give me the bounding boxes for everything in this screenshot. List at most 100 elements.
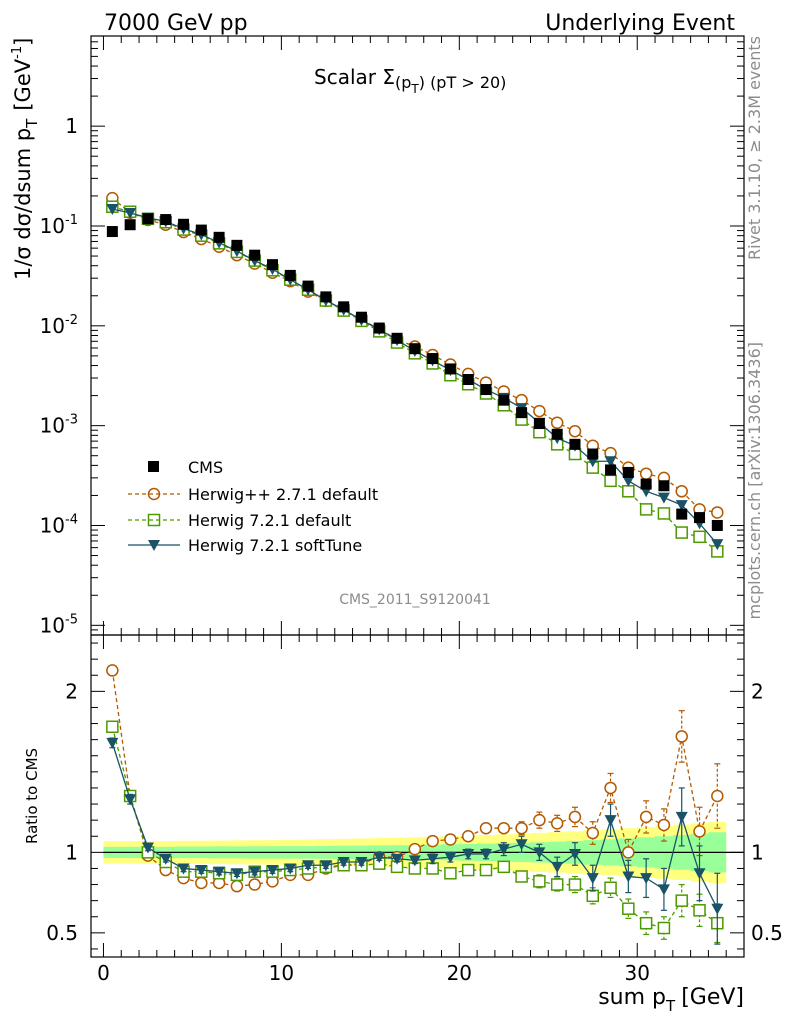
- ratio-point-herwig7-default: [693, 904, 706, 917]
- main-point-cms: [142, 213, 154, 225]
- ratio-point-herwigpp: [622, 846, 635, 859]
- ratio-y-tick-label-right: 2: [751, 679, 764, 703]
- ratio-point-herwig7-default: [586, 889, 600, 903]
- ratio-point-herwig7-default: [675, 894, 688, 907]
- ratio-point-herwigpp: [639, 810, 653, 824]
- ratio-point-herwigpp: [106, 664, 119, 677]
- main-point-cms: [533, 418, 545, 430]
- ratio-point-herwigpp: [711, 789, 724, 803]
- main-point-herwig7-default: [604, 474, 617, 488]
- ratio-point-herwig7-softtune: [551, 861, 564, 873]
- main-y-tick-exponent: -1: [65, 213, 78, 228]
- ratio-axes: 0.5 0.51 12 20 10 20 30: [46, 635, 783, 985]
- main-y-tick-label: 10-5: [40, 612, 78, 637]
- ratio-point-herwig7-default: [639, 916, 653, 930]
- ratio-point-herwig7-softtune: [373, 852, 386, 864]
- main-point-cms: [195, 224, 207, 236]
- ratio-point-herwig7-softtune: [586, 873, 599, 885]
- main-point-herwigpp: [550, 416, 564, 429]
- main-point-cms: [605, 464, 617, 476]
- main-point-cms: [160, 214, 172, 226]
- ratio-point-herwigpp: [693, 825, 706, 838]
- main-point-cms: [178, 218, 190, 230]
- legend-item-herwigpp: Herwig++ 2.7.1 default: [128, 485, 378, 504]
- title-p: (p: [395, 73, 411, 92]
- ylabel-sub: T: [23, 118, 41, 129]
- ratio-point-herwig7-softtune: [177, 863, 190, 875]
- x-tick-label: 30: [625, 961, 650, 985]
- main-point-cms: [462, 373, 474, 385]
- main-point-herwig7-default: [622, 485, 635, 498]
- legend-item-herwig7-softtune: Herwig 7.2.1 softTune: [128, 536, 362, 555]
- x-axis-label: sum pT [GeV]: [598, 985, 744, 1015]
- main-point-cms: [444, 363, 456, 375]
- main-point-cms: [355, 311, 367, 323]
- rivet-version-label: Rivet 3.1.10, ≥ 2.3M events: [745, 36, 764, 260]
- main-point-herwig7-default: [657, 507, 671, 520]
- main-point-herwigpp: [675, 485, 688, 498]
- ratio-point-herwig7-softtune: [657, 884, 670, 896]
- ratio-panel: 0.5 0.51 12 20 10 20 30 Ratio to CMS sum pT [Ge…: [23, 634, 783, 1015]
- legend-herwig7-softtune-label: Herwig 7.2.1 softTune: [188, 536, 362, 555]
- ratio-point-herwig7-softtune: [141, 842, 154, 854]
- x-tick-label: 0: [97, 961, 110, 985]
- ratio-point-herwig7-softtune: [533, 847, 546, 859]
- ratio-point-herwig7-default: [515, 870, 528, 883]
- main-point-cms: [106, 226, 118, 238]
- main-point-cms: [694, 512, 706, 524]
- main-point-cms: [569, 438, 581, 450]
- ratio-point-herwig7-default: [106, 720, 119, 734]
- ylabel-close: ]: [11, 38, 35, 46]
- main-y-tick-base: 10: [40, 314, 65, 338]
- main-point-herwig7-softtune: [106, 203, 119, 215]
- ratio-point-herwig7-softtune: [266, 865, 279, 877]
- main-point-herwig7-softtune: [675, 500, 688, 512]
- ratio-point-herwig7-default: [550, 878, 564, 891]
- ratio-y-tick-label: 2: [65, 679, 78, 703]
- legend-cms-label: CMS: [188, 458, 223, 477]
- ratio-point-herwig7-softtune: [106, 737, 119, 749]
- ratio-point-herwig7-softtune: [391, 853, 404, 865]
- ratio-y-tick-label-right: 1: [751, 840, 764, 864]
- main-point-herwig7-default: [675, 526, 688, 539]
- main-point-cms: [284, 269, 296, 281]
- main-y-axis-label: 1/σ dσ/dsum pT [GeV-1]: [10, 38, 41, 280]
- ratio-point-herwigpp: [533, 813, 546, 827]
- main-y-axis: 10-510-410-310-210-11: [40, 35, 744, 637]
- xlabel-unit: [GeV]: [681, 985, 744, 1010]
- main-point-cms: [622, 466, 634, 478]
- main-y-tick-label: 10-1: [40, 213, 78, 238]
- legend-item-cms: CMS: [148, 458, 223, 477]
- ratio-point-herwigpp: [550, 817, 564, 830]
- main-y-tick-base: 10: [40, 414, 65, 438]
- title-main: Scalar Σ: [314, 65, 395, 89]
- main-point-cms: [302, 280, 314, 292]
- main-y-tick-exponent: -4: [65, 512, 78, 527]
- main-point-herwig7-softtune: [711, 539, 724, 551]
- main-point-herwig7-softtune: [124, 207, 137, 219]
- ratio-point-herwig7-softtune: [480, 848, 493, 860]
- legend-herwigpp-label: Herwig++ 2.7.1 default: [188, 485, 378, 504]
- ratio-y-tick-label: 0.5: [46, 921, 78, 945]
- main-y-tick-label: 10-3: [40, 413, 78, 438]
- main-point-herwigpp: [533, 404, 546, 418]
- main-point-cms: [391, 332, 403, 344]
- main-y-tick-label: 10-4: [40, 512, 78, 537]
- ratio-point-herwigpp: [230, 879, 244, 893]
- main-y-tick-exponent: -3: [65, 413, 78, 428]
- analysis-watermark: CMS_2011_S9120041: [339, 592, 491, 608]
- ylabel-unit: [GeV: [11, 58, 35, 110]
- ratio-point-herwigpp: [568, 810, 582, 824]
- ratio-point-herwig7-softtune: [622, 871, 635, 883]
- ratio-point-herwig7-default: [568, 878, 582, 891]
- ratio-y-tick-label-right: 0.5: [751, 921, 783, 945]
- legend-item-herwig7-default: Herwig 7.2.1 default: [128, 511, 351, 530]
- ratio-point-herwig7-softtune: [319, 860, 332, 872]
- ratio-point-herwigpp: [497, 821, 511, 835]
- legend-cms-marker: [148, 461, 159, 472]
- ylabel-sup: -1: [10, 46, 25, 59]
- ratio-point-herwigpp: [675, 730, 688, 743]
- main-y-tick-base: 1: [65, 114, 78, 138]
- ratio-point-herwig7-default: [461, 863, 475, 877]
- ratio-point-herwig7-softtune: [568, 848, 581, 860]
